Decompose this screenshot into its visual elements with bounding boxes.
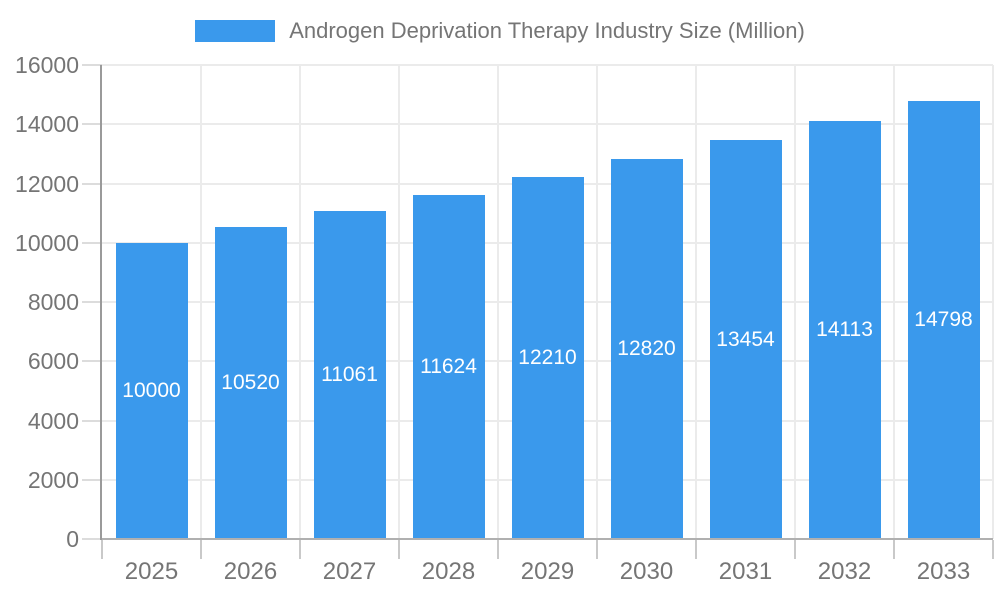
y-axis-tick <box>82 301 102 303</box>
gridline-vertical <box>992 65 994 539</box>
y-axis-label: 12000 <box>15 170 79 197</box>
bar-value-label: 12820 <box>617 337 676 361</box>
x-axis-tick <box>596 540 598 559</box>
legend: Androgen Deprivation Therapy Industry Si… <box>0 18 1000 44</box>
x-axis-tick <box>299 540 301 559</box>
gridline-vertical <box>497 65 499 539</box>
gridline-vertical <box>794 65 796 539</box>
y-axis-label: 0 <box>66 526 79 552</box>
x-axis-tick <box>200 540 202 559</box>
x-axis-label: 2029 <box>520 558 575 585</box>
y-axis-tick <box>82 419 102 422</box>
y-axis-tick <box>82 123 102 126</box>
gridline-horizontal <box>102 123 993 126</box>
bar-2031: 13454 <box>709 140 782 539</box>
x-axis-label: 2028 <box>421 558 476 585</box>
bar-value-label: 12210 <box>518 346 577 370</box>
bar-2033: 14798 <box>907 100 980 539</box>
bar-2028: 11624 <box>412 194 485 539</box>
bar-value-label: 11624 <box>420 354 477 378</box>
bar-2026: 10520 <box>214 227 287 539</box>
y-axis-label: 6000 <box>27 348 79 375</box>
gridline-vertical <box>893 65 895 539</box>
bar-value-label: 13454 <box>716 327 775 351</box>
x-axis-tick <box>992 540 994 559</box>
gridline-vertical <box>596 65 598 539</box>
bar-value-label: 11061 <box>321 363 378 387</box>
bar-2029: 12210 <box>511 177 584 539</box>
legend-item[interactable]: Androgen Deprivation Therapy Industry Si… <box>195 18 805 44</box>
gridline-vertical <box>200 65 202 539</box>
bar-2032: 14113 <box>808 120 881 539</box>
gridline-vertical <box>695 65 697 539</box>
x-axis-tick <box>398 540 400 559</box>
bar-value-label: 10000 <box>122 378 181 402</box>
y-axis-tick <box>82 182 102 185</box>
y-axis-label: 4000 <box>27 407 79 434</box>
x-axis-tick <box>101 540 103 559</box>
x-axis-label: 2032 <box>817 558 872 585</box>
x-axis-label: 2027 <box>322 558 377 585</box>
gridline-vertical <box>398 65 400 539</box>
legend-label: Androgen Deprivation Therapy Industry Si… <box>289 18 805 43</box>
y-axis-tick <box>82 360 102 363</box>
y-axis-label: 14000 <box>15 111 79 138</box>
y-axis-line <box>100 65 102 540</box>
bar-2025: 10000 <box>115 242 188 539</box>
x-axis-tick <box>794 540 796 559</box>
bar-2030: 12820 <box>610 159 683 539</box>
gridline-vertical <box>299 65 301 539</box>
y-axis-tick <box>82 64 102 66</box>
y-axis-tick <box>82 241 102 244</box>
gridline-horizontal <box>102 64 993 66</box>
plot-area: 0 2000 4000 6000 8000 10000 12000 14000 16000 100… <box>15 52 994 585</box>
bar-value-label: 14113 <box>816 317 873 341</box>
x-axis-label: 2033 <box>916 558 971 585</box>
y-axis-label: 8000 <box>27 289 79 315</box>
bar-value-label: 10520 <box>221 371 280 395</box>
y-axis-label: 10000 <box>15 229 79 256</box>
y-axis-label: 2000 <box>27 466 79 493</box>
x-axis-label: 2030 <box>619 558 674 585</box>
x-axis-tick <box>893 540 895 559</box>
bar-2027: 11061 <box>313 211 386 539</box>
x-axis-label: 2025 <box>124 558 179 585</box>
x-axis-label: 2026 <box>223 558 278 585</box>
bar-value-label: 14798 <box>914 307 973 331</box>
y-axis-tick <box>82 538 102 540</box>
x-axis-line <box>102 538 993 540</box>
y-axis-label: 16000 <box>15 52 79 78</box>
x-axis-tick <box>695 540 697 559</box>
x-axis-label: 2031 <box>718 558 773 585</box>
legend-swatch-icon <box>195 20 276 42</box>
x-axis-tick <box>497 540 499 559</box>
y-axis-tick <box>82 478 102 481</box>
